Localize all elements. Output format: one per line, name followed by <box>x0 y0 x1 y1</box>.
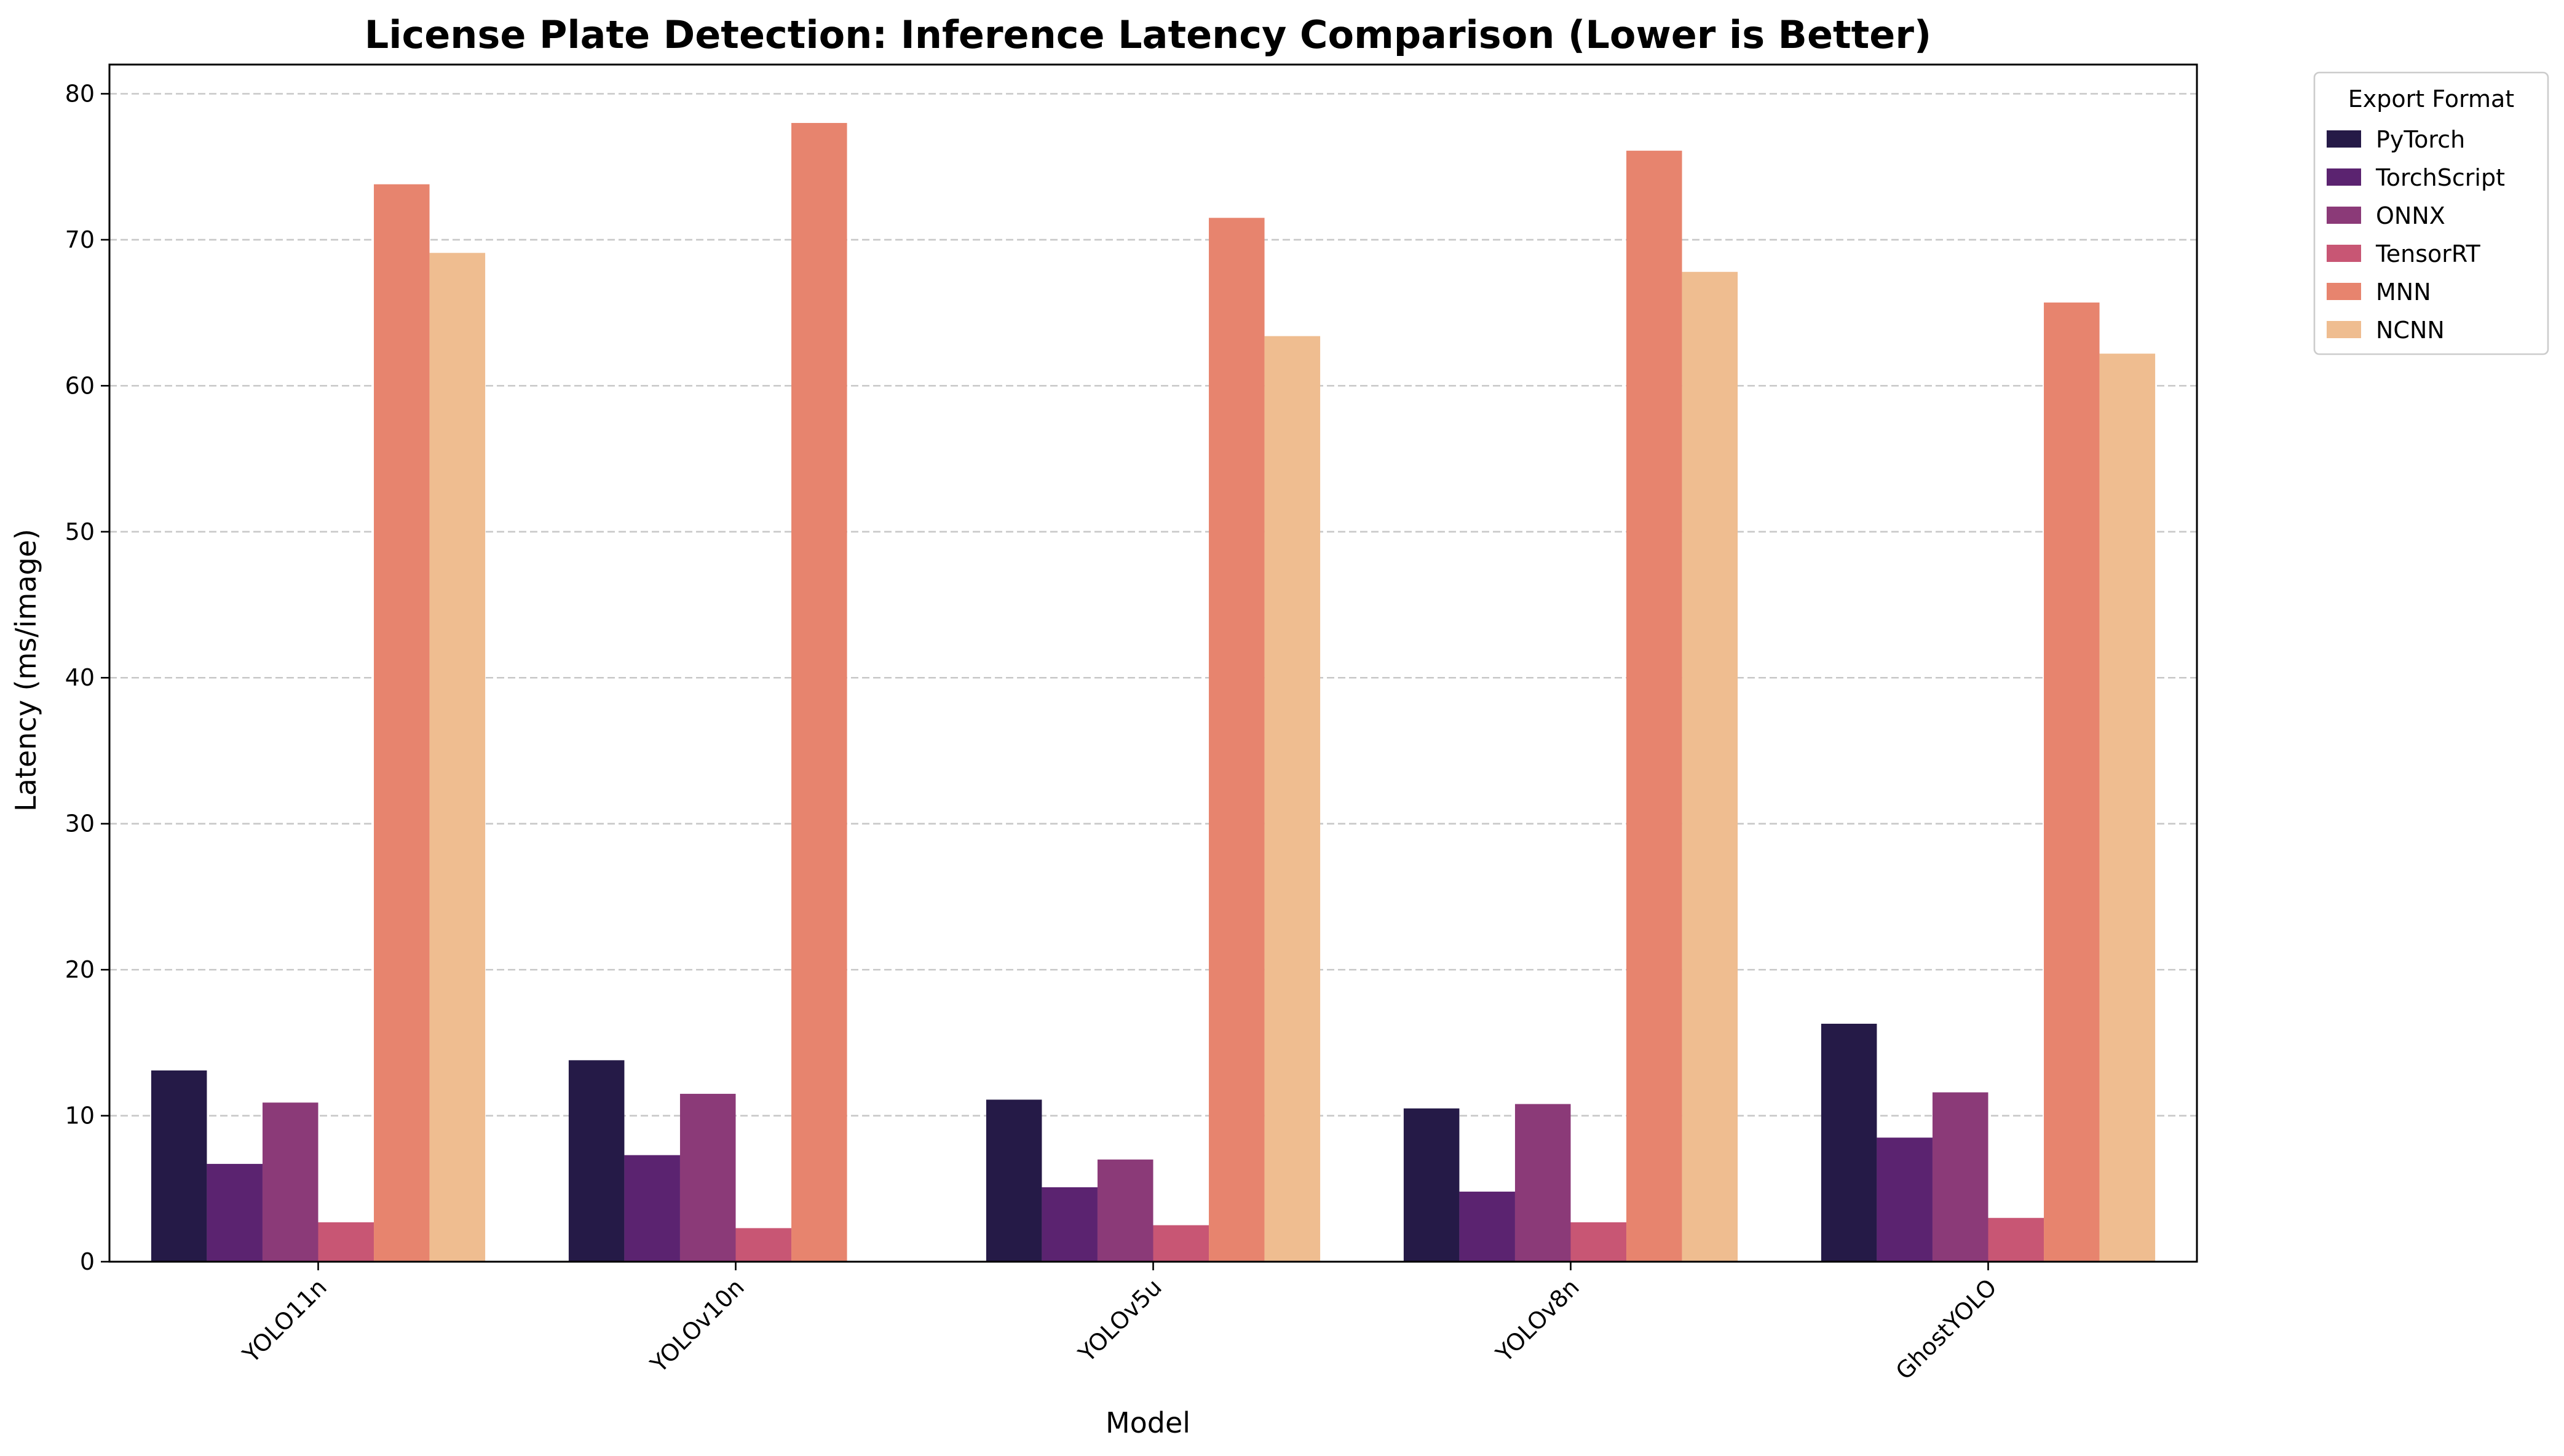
legend-label-mnn: MNN <box>2376 279 2431 306</box>
legend-title: Export Format <box>2348 85 2514 113</box>
bar-onnx-yolov8n <box>1514 1104 1571 1262</box>
bar-mnn-yolov8n <box>1626 151 1682 1262</box>
bar-onnx-yolov5u <box>1097 1159 1153 1262</box>
legend-box <box>2313 71 2549 355</box>
bar-torchscript-yolov5u <box>1042 1187 1098 1262</box>
bar-pytorch-yolov8n <box>1403 1108 1460 1262</box>
bar-tensorrt-yolov5u <box>1153 1225 1209 1262</box>
y-tick-label: 70 <box>65 226 95 253</box>
bar-pytorch-yolov5u <box>986 1099 1042 1262</box>
legend-swatch-pytorch <box>2327 130 2361 148</box>
bar-mnn-yolo11n <box>374 184 430 1262</box>
bar-onnx-ghostyolo <box>1932 1092 1988 1262</box>
chart-title: License Plate Detection: Inference Laten… <box>365 12 1931 57</box>
legend-swatch-ncnn <box>2327 321 2361 338</box>
y-axis-label: Latency (ms/image) <box>9 529 42 812</box>
legend-label-onnx: ONNX <box>2376 202 2445 229</box>
legend-swatch-torchscript <box>2327 168 2361 186</box>
legend: Export Format PyTorch TorchScript ONNX Tenso… <box>2313 71 2549 355</box>
bar-tensorrt-yolo11n <box>318 1222 374 1262</box>
bar-ncnn-yolo11n <box>429 253 486 1262</box>
x-axis-label: Model <box>1106 1406 1190 1439</box>
y-tick-label: 30 <box>65 810 95 837</box>
bar-torchscript-ghostyolo <box>1877 1138 1933 1262</box>
bar-onnx-yolo11n <box>262 1102 319 1262</box>
y-tick-label: 40 <box>65 664 95 691</box>
y-tick-label: 80 <box>65 80 95 107</box>
bar-onnx-yolov10n <box>679 1093 736 1262</box>
legend-label-torchscript: TorchScript <box>2375 164 2505 191</box>
legend-swatch-onnx <box>2327 207 2361 224</box>
bar-tensorrt-yolov8n <box>1570 1222 1627 1262</box>
bar-pytorch-yolov10n <box>568 1060 625 1262</box>
y-tick-label: 50 <box>65 518 95 545</box>
legend-swatch-mnn <box>2327 283 2361 300</box>
bar-ncnn-yolov5u <box>1264 336 1321 1262</box>
y-tick-label: 0 <box>80 1248 95 1275</box>
y-tick-label: 20 <box>65 956 95 983</box>
bars <box>151 122 2156 1262</box>
bar-pytorch-ghostyolo <box>1821 1023 1877 1262</box>
y-tick-label: 60 <box>65 372 95 399</box>
bar-mnn-yolov10n <box>791 122 847 1262</box>
bar-torchscript-yolo11n <box>207 1163 263 1262</box>
bar-torchscript-yolov10n <box>624 1155 680 1262</box>
bar-torchscript-yolov8n <box>1459 1192 1515 1262</box>
bar-tensorrt-ghostyolo <box>1988 1217 2044 1262</box>
legend-label-pytorch: PyTorch <box>2376 126 2465 153</box>
bar-mnn-ghostyolo <box>2044 303 2100 1262</box>
legend-label-tensorrt: TensorRT <box>2375 240 2481 267</box>
y-tick-label: 10 <box>65 1102 95 1130</box>
bar-ncnn-ghostyolo <box>2099 354 2156 1262</box>
legend-swatch-tensorrt <box>2327 245 2361 262</box>
legend-label-ncnn: NCNN <box>2376 317 2445 344</box>
bar-pytorch-yolo11n <box>151 1070 207 1262</box>
plot-frame <box>108 63 2198 1263</box>
bar-ncnn-yolov8n <box>1682 272 1738 1262</box>
bar-mnn-yolov5u <box>1209 218 1265 1262</box>
bar-tensorrt-yolov10n <box>735 1228 792 1262</box>
